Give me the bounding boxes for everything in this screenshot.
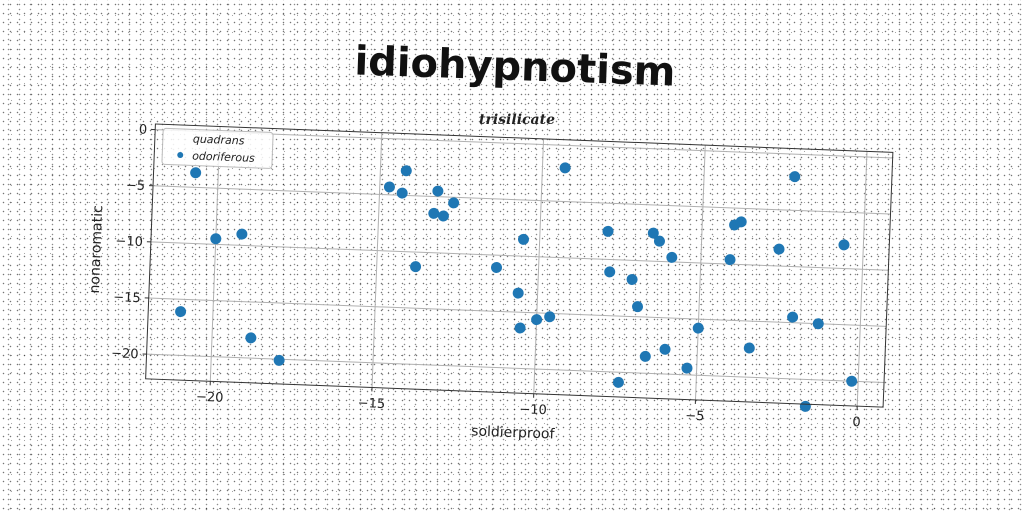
y-gridline [150, 241, 889, 271]
scatter-point [724, 254, 736, 266]
y-tick-label: −15 [113, 290, 141, 306]
scatter-point [517, 233, 529, 245]
scatter-point [245, 332, 257, 344]
y-tick-label: −10 [115, 234, 143, 250]
scatter-point [612, 376, 624, 388]
chart-subtitle: trisilicate [479, 112, 555, 128]
legend-label-quadrans: quadrans [193, 132, 245, 147]
scatter-point [531, 314, 543, 326]
scatter-point [812, 318, 824, 330]
scatter-point [604, 266, 616, 278]
x-axis-label: soldierproof [471, 423, 556, 442]
x-gridline [856, 151, 868, 407]
chart-title: idiohypnotism [354, 38, 676, 95]
scatter-point [659, 343, 671, 355]
scatter-point [514, 322, 526, 334]
y-tick-label: −5 [126, 178, 146, 194]
scatter-point [190, 167, 202, 179]
scatter-point [175, 306, 187, 318]
scatter-point [437, 210, 449, 222]
x-tick-label: −5 [685, 409, 705, 425]
scatter-point [639, 350, 651, 362]
scatter-point [666, 251, 678, 263]
x-gridline [209, 126, 221, 382]
y-gridline [155, 129, 893, 159]
x-tick-label: −15 [357, 396, 385, 412]
scatter-point [400, 165, 412, 177]
scatter-point [787, 311, 799, 323]
scatter-point [512, 287, 524, 299]
scatter-point [838, 239, 850, 251]
y-tick-label: −20 [111, 346, 139, 362]
data-points [175, 162, 858, 412]
scatter-point [428, 207, 440, 219]
scatter-point [410, 261, 422, 273]
scatter-point [647, 227, 659, 239]
x-tick-label: −10 [519, 402, 547, 418]
legend: quadrans odoriferous [161, 127, 274, 169]
x-gridline [533, 138, 545, 394]
scatter-point [236, 228, 248, 240]
scatter-point [559, 162, 571, 174]
scatter-point [432, 185, 444, 197]
scatter-point [789, 171, 801, 183]
scatter-point [632, 301, 644, 313]
legend-label-odoriferous: odoriferous [192, 149, 255, 164]
plot-frame [145, 123, 894, 408]
scatter-point [799, 400, 811, 412]
axis-ticks: −20 −15 −10 −5 0 0 −5 −10 −15 −20 [111, 123, 861, 431]
scatter-point [743, 342, 755, 354]
scatter-point [626, 273, 638, 285]
scatter-point [273, 354, 285, 366]
scatter-point [602, 225, 614, 237]
grid [146, 126, 893, 407]
scatter-point [396, 187, 408, 199]
scatter-point [210, 233, 222, 245]
scatter-point [544, 311, 556, 323]
y-gridline [148, 297, 887, 327]
x-tick-label: −20 [196, 390, 224, 406]
scatter-point [735, 216, 747, 228]
x-gridline [371, 132, 383, 388]
scatter-point [383, 181, 395, 193]
legend-box [161, 127, 274, 169]
y-tick-label: 0 [139, 123, 148, 138]
scatter-point [448, 197, 460, 209]
y-gridline [146, 353, 885, 383]
x-gridline [694, 145, 706, 400]
y-gridline [153, 185, 891, 215]
scatter-point [846, 375, 858, 387]
y-axis-label: nonaromatic [87, 205, 106, 294]
scatter-point [490, 262, 502, 274]
scatter-point [653, 235, 665, 247]
scatter-point [681, 362, 693, 374]
scatter-point [773, 243, 785, 255]
scatter-point [692, 322, 704, 334]
legend-marker-odoriferous [177, 151, 184, 158]
x-tick-label: 0 [852, 415, 861, 430]
